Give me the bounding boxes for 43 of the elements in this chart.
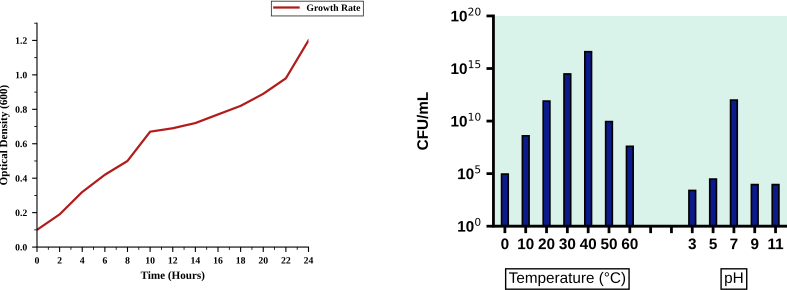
y-tick-label: 10$^{0}$ <box>458 218 480 232</box>
y-tick-label: 1.0 <box>16 72 27 78</box>
x-tick-label: 4 <box>80 257 84 264</box>
x-tick-label: 9 <box>751 238 758 250</box>
x-tick-label: 16 <box>214 257 223 264</box>
legend-label: Growth Rate <box>306 4 360 12</box>
y-tick-label: 0.8 <box>15 106 27 113</box>
x-tick-label: 50 <box>600 238 617 250</box>
x-tick-label: 0 <box>501 238 509 250</box>
x-tick-label: 20 <box>538 238 554 250</box>
x-tick-label: 14 <box>191 257 200 264</box>
x-axis-title: Time (Hours) <box>140 271 204 282</box>
x-tick-label: 11 <box>768 238 784 250</box>
x-tick-label: 10 <box>146 257 155 264</box>
y-tick-label: 0.0 <box>15 244 27 251</box>
x-tick-label: 5 <box>709 238 717 250</box>
x-tick-label: 60 <box>622 238 638 250</box>
x-tick-label: 0 <box>34 257 40 264</box>
x-tick-label: 2 <box>58 257 62 264</box>
x-tick-label: 7 <box>730 238 738 250</box>
x-tick-label: 12 <box>168 257 178 264</box>
x-tick-label: 22 <box>281 257 290 264</box>
line-series <box>36 39 309 231</box>
y-tick-label: 10$^{15}$ <box>451 60 480 74</box>
y-tick-label: 1.2 <box>16 37 27 44</box>
y-axis-title: CFU/mL <box>416 92 428 150</box>
y-tick-label: 0.6 <box>15 140 27 148</box>
x-tick-label: 10 <box>518 238 534 250</box>
x-tick-label: 20 <box>258 257 268 264</box>
x-tick-label: 30 <box>559 238 576 250</box>
annotation: pH <box>725 272 742 286</box>
x-tick-label: 18 <box>236 257 246 264</box>
y-tick-label: 10$^{5}$ <box>458 165 480 180</box>
y-tick-label: 0.2 <box>15 210 27 216</box>
x-tick-label: 24 <box>304 257 314 264</box>
x-tick-label: 8 <box>125 257 130 264</box>
x-tick-label: 6 <box>102 257 108 264</box>
x-tick-label: 3 <box>688 238 696 250</box>
y-tick-label: 0.4 <box>15 175 28 182</box>
annotation: Temperature (°C) <box>509 272 626 286</box>
x-tick-label: 40 <box>580 238 596 250</box>
y-tick-label: 10$^{10}$ <box>451 112 481 127</box>
y-tick-label: 10$^{20}$ <box>451 8 481 22</box>
